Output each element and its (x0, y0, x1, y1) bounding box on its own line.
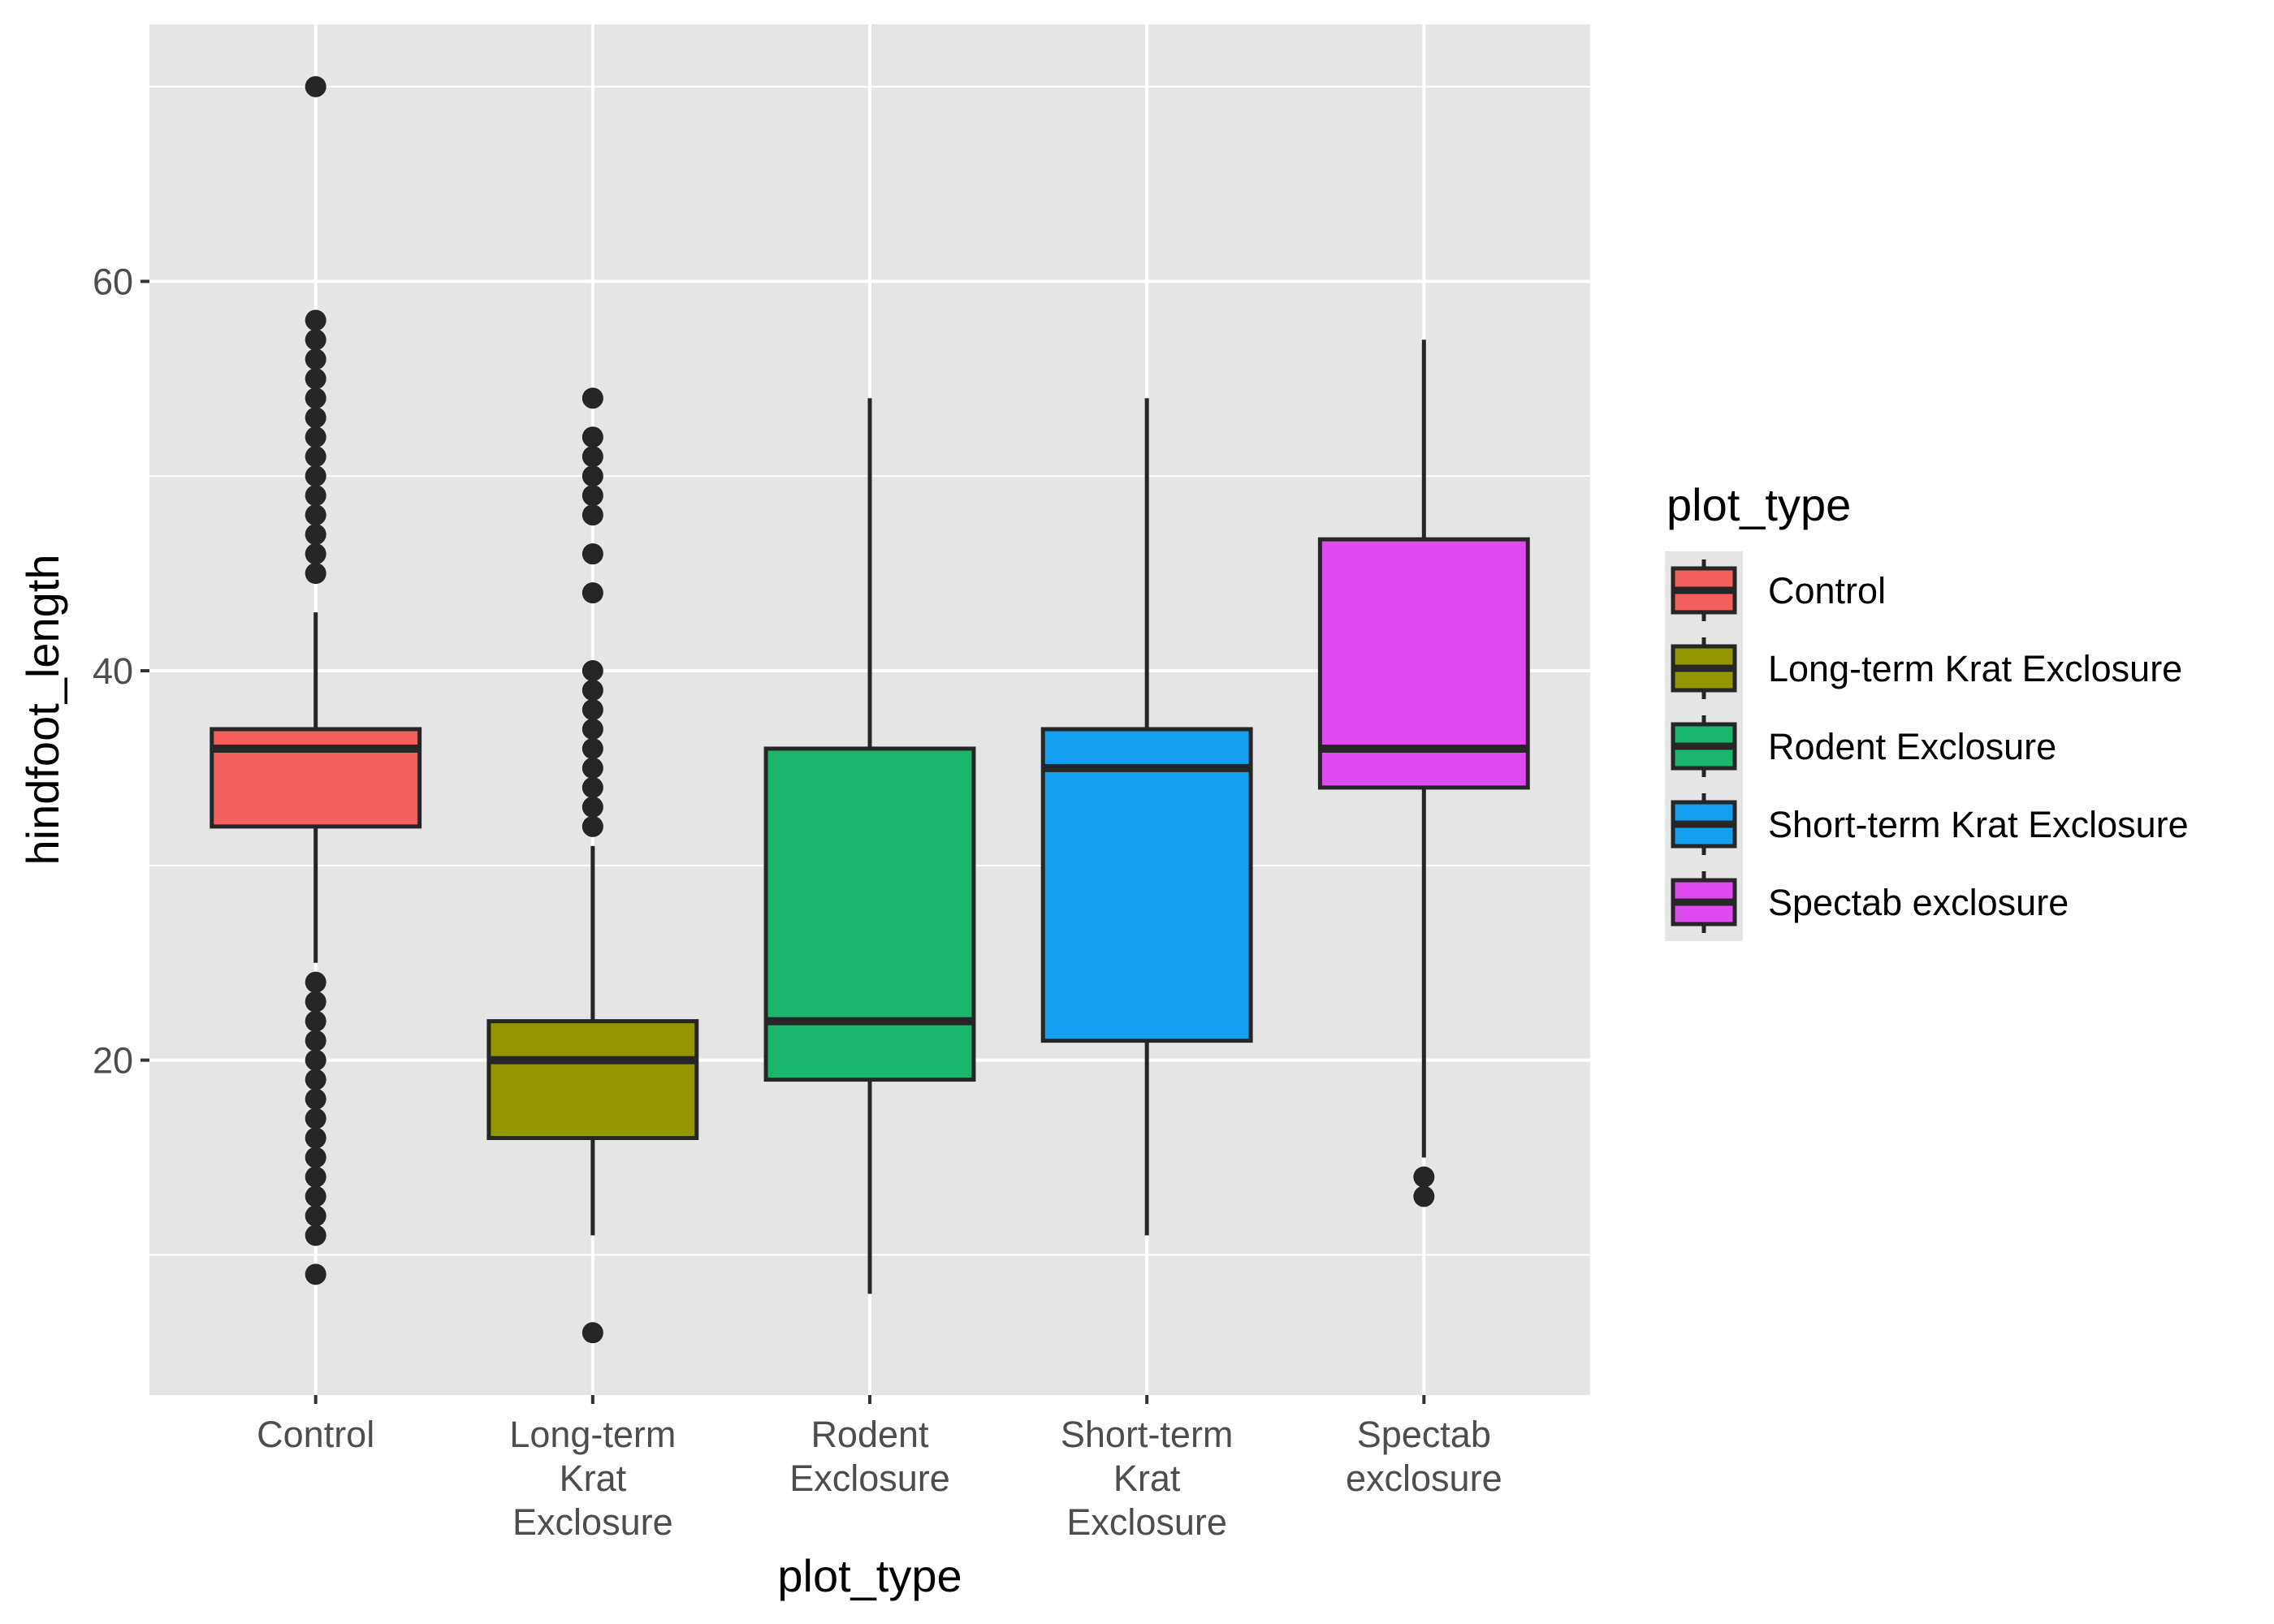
y-axis: 20 40 60 (93, 261, 149, 1082)
outlier-point (305, 1069, 326, 1091)
boxplot-group (1317, 339, 1530, 1207)
box (1040, 727, 1253, 1043)
outlier-point (305, 504, 326, 526)
legend-label: Control (1768, 570, 1886, 611)
outlier-point (305, 1147, 326, 1168)
outlier-point (305, 446, 326, 468)
legend-title: plot_type (1667, 479, 1851, 530)
outlier-point (1413, 1166, 1435, 1188)
outlier-point (305, 1088, 326, 1110)
x-tick-label: Spectab exclosure (1346, 1414, 1502, 1499)
outlier-point (581, 446, 603, 468)
legend-label: Short-term Krat Exclosure (1768, 804, 2189, 845)
boxplot-group (486, 387, 699, 1344)
outlier-point (305, 1205, 326, 1227)
legend-item: Spectab exclosure (1671, 871, 2069, 933)
x-tick-label-line: Rodent (811, 1414, 929, 1455)
outlier-point (305, 1108, 326, 1129)
boxplot-group (763, 398, 976, 1294)
box (210, 727, 422, 829)
boxplot-group (1040, 398, 1253, 1236)
outlier-point (305, 426, 326, 448)
outlier-point (305, 76, 326, 97)
x-tick-label: Long-term Krat Exclosure (509, 1414, 676, 1543)
outlier-point (305, 407, 326, 429)
outlier-point (305, 387, 326, 409)
outlier-point (305, 524, 326, 546)
outlier-point (305, 309, 326, 331)
outlier-point (305, 1263, 326, 1285)
outlier-point (305, 368, 326, 390)
legend-label: Long-term Krat Exclosure (1768, 648, 2182, 689)
outlier-point (581, 815, 603, 837)
box (763, 746, 976, 1082)
legend-item: Control (1671, 559, 1886, 621)
outlier-point (581, 737, 603, 759)
x-tick-label-line: Exclosure (512, 1501, 673, 1543)
outlier-point (305, 563, 326, 585)
outlier-point (305, 1166, 326, 1188)
legend-item: Short-term Krat Exclosure (1671, 793, 2189, 855)
outlier-point (581, 387, 603, 409)
outlier-point (305, 1049, 326, 1071)
outlier-point (581, 465, 603, 487)
y-axis-title: hindfoot_length (17, 554, 68, 865)
outlier-point (305, 1186, 326, 1207)
legend-label: Rodent Exclosure (1768, 726, 2056, 767)
boxes-layer (210, 76, 1530, 1344)
x-tick-label: Control (257, 1414, 374, 1455)
x-tick-label-line: Exclosure (789, 1458, 950, 1499)
outlier-point (305, 543, 326, 565)
outlier-point (305, 1224, 326, 1246)
x-tick-label-line: Spectab (1357, 1414, 1491, 1455)
outlier-point (305, 1030, 326, 1052)
legend-item: Long-term Krat Exclosure (1671, 637, 2182, 699)
outlier-point (305, 1127, 326, 1149)
outlier-point (305, 329, 326, 351)
outlier-point (305, 971, 326, 993)
outlier-point (305, 991, 326, 1013)
legend-label: Spectab exclosure (1768, 882, 2069, 923)
x-tick-label-line: Exclosure (1066, 1501, 1227, 1543)
x-tick-label-line: exclosure (1346, 1458, 1502, 1499)
x-tick-label-line: Control (257, 1414, 374, 1455)
outlier-point (581, 776, 603, 798)
outlier-point (305, 348, 326, 370)
x-tick-label-line: Short-term (1061, 1414, 1234, 1455)
y-tick-label: 60 (93, 261, 133, 303)
outlier-point (1413, 1186, 1435, 1207)
outlier-point (581, 757, 603, 779)
boxplot-group (210, 76, 422, 1285)
outlier-point (305, 1010, 326, 1032)
box (486, 1019, 699, 1140)
outlier-point (305, 485, 326, 507)
outlier-point (581, 426, 603, 448)
legend: plot_type Control Long-term Krat Exclosur… (1665, 479, 2189, 941)
y-tick-label: 40 (93, 650, 133, 692)
x-tick-label-line: Krat (1113, 1458, 1181, 1499)
outlier-point (581, 660, 603, 682)
outlier-point (581, 718, 603, 740)
y-tick-label: 20 (93, 1040, 133, 1082)
x-tick-label: Short-term Krat Exclosure (1061, 1414, 1234, 1543)
legend-item: Rodent Exclosure (1671, 715, 2056, 777)
x-tick-label-line: Krat (560, 1458, 627, 1499)
x-tick-label: Rodent Exclosure (789, 1414, 950, 1499)
outlier-point (581, 1322, 603, 1344)
outlier-point (581, 699, 603, 720)
outlier-point (581, 680, 603, 702)
outlier-point (581, 504, 603, 526)
outlier-point (581, 582, 603, 604)
x-tick-label-line: Long-term (509, 1414, 676, 1455)
outlier-point (581, 543, 603, 565)
outlier-point (581, 796, 603, 818)
outlier-point (581, 485, 603, 507)
x-axis-title: plot_type (777, 1550, 962, 1601)
outlier-point (305, 465, 326, 487)
